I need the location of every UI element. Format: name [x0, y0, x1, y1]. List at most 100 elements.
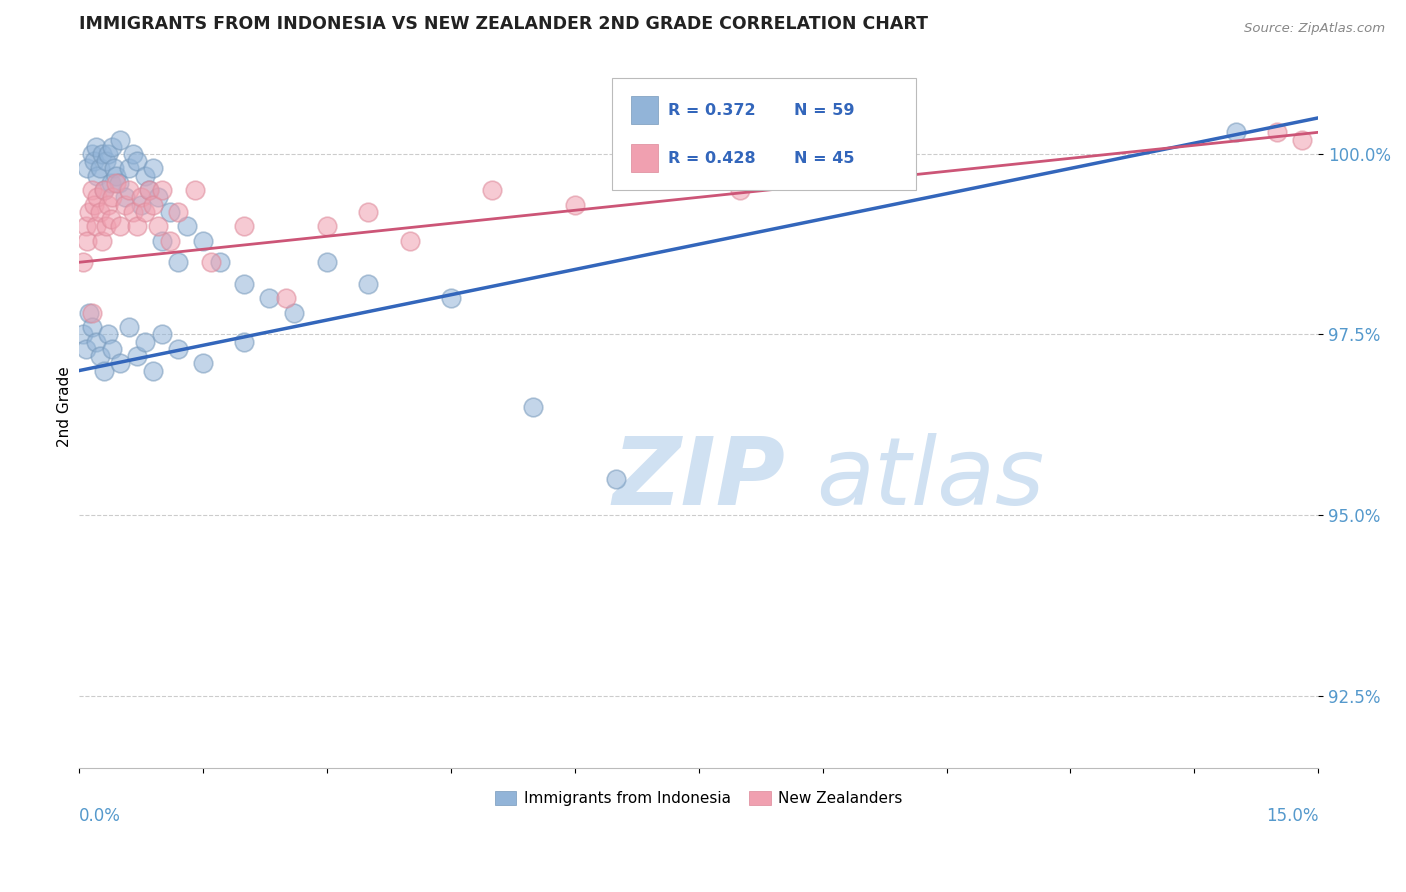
- Point: [191, 356, 214, 370]
- Point: [150, 327, 173, 342]
- Point: [208, 255, 231, 269]
- Point: [134, 204, 156, 219]
- Point: [150, 234, 173, 248]
- Point: [97, 197, 120, 211]
- Point: [89, 349, 111, 363]
- Point: [440, 292, 463, 306]
- Point: [142, 161, 165, 176]
- Point: [283, 306, 305, 320]
- Point: [1291, 132, 1313, 146]
- Point: [101, 190, 124, 204]
- Point: [93, 183, 115, 197]
- Point: [91, 147, 114, 161]
- Point: [84, 140, 107, 154]
- Point: [159, 204, 181, 219]
- Point: [233, 277, 256, 291]
- Text: 15.0%: 15.0%: [1265, 807, 1319, 825]
- Point: [101, 140, 124, 154]
- Point: [398, 234, 420, 248]
- Point: [80, 147, 103, 161]
- Point: [129, 190, 152, 204]
- Point: [80, 320, 103, 334]
- Point: [125, 154, 148, 169]
- Point: [167, 204, 190, 219]
- Point: [316, 255, 339, 269]
- Point: [97, 147, 120, 161]
- Text: atlas: atlas: [817, 434, 1045, 524]
- Point: [76, 234, 98, 248]
- Point: [97, 327, 120, 342]
- Point: [167, 255, 190, 269]
- Point: [142, 363, 165, 377]
- Text: Source: ZipAtlas.com: Source: ZipAtlas.com: [1244, 22, 1385, 36]
- Point: [274, 292, 297, 306]
- Point: [77, 204, 100, 219]
- Point: [89, 161, 111, 176]
- Point: [80, 183, 103, 197]
- Point: [233, 334, 256, 349]
- Point: [114, 197, 136, 211]
- FancyBboxPatch shape: [630, 96, 658, 124]
- Point: [101, 342, 124, 356]
- Legend: Immigrants from Indonesia, New Zealanders: Immigrants from Indonesia, New Zealander…: [489, 785, 908, 812]
- Point: [357, 204, 380, 219]
- Point: [93, 363, 115, 377]
- Point: [105, 169, 128, 183]
- Point: [728, 183, 751, 197]
- Point: [257, 292, 280, 306]
- Point: [125, 349, 148, 363]
- Point: [103, 161, 125, 176]
- Point: [146, 219, 169, 234]
- Text: N = 59: N = 59: [794, 103, 855, 118]
- Point: [91, 234, 114, 248]
- Point: [134, 334, 156, 349]
- Point: [357, 277, 380, 291]
- Point: [80, 306, 103, 320]
- Point: [121, 204, 143, 219]
- Point: [159, 234, 181, 248]
- Point: [146, 190, 169, 204]
- Point: [114, 190, 136, 204]
- Text: N = 45: N = 45: [794, 151, 855, 166]
- Point: [191, 234, 214, 248]
- Point: [110, 132, 132, 146]
- Point: [138, 183, 160, 197]
- Point: [134, 169, 156, 183]
- Point: [688, 111, 710, 125]
- Point: [522, 400, 544, 414]
- Point: [83, 154, 105, 169]
- Point: [894, 161, 917, 176]
- Point: [647, 161, 669, 176]
- Point: [200, 255, 222, 269]
- Point: [100, 176, 122, 190]
- Point: [100, 211, 122, 226]
- Point: [76, 161, 98, 176]
- Point: [93, 183, 115, 197]
- Point: [138, 183, 160, 197]
- Point: [316, 219, 339, 234]
- Point: [233, 219, 256, 234]
- Point: [75, 219, 97, 234]
- Text: 0.0%: 0.0%: [79, 807, 121, 825]
- Text: ZIP: ZIP: [612, 433, 785, 524]
- Point: [142, 197, 165, 211]
- Point: [167, 342, 190, 356]
- Point: [84, 219, 107, 234]
- Point: [105, 176, 128, 190]
- Point: [564, 197, 586, 211]
- Point: [86, 169, 108, 183]
- Point: [83, 197, 105, 211]
- Point: [605, 472, 627, 486]
- Point: [184, 183, 207, 197]
- Point: [118, 183, 141, 197]
- Point: [86, 190, 108, 204]
- Point: [110, 219, 132, 234]
- Point: [129, 197, 152, 211]
- Point: [94, 219, 117, 234]
- Point: [72, 327, 94, 342]
- Point: [176, 219, 198, 234]
- Point: [107, 176, 129, 190]
- Point: [84, 334, 107, 349]
- Y-axis label: 2nd Grade: 2nd Grade: [58, 367, 72, 447]
- Point: [94, 154, 117, 169]
